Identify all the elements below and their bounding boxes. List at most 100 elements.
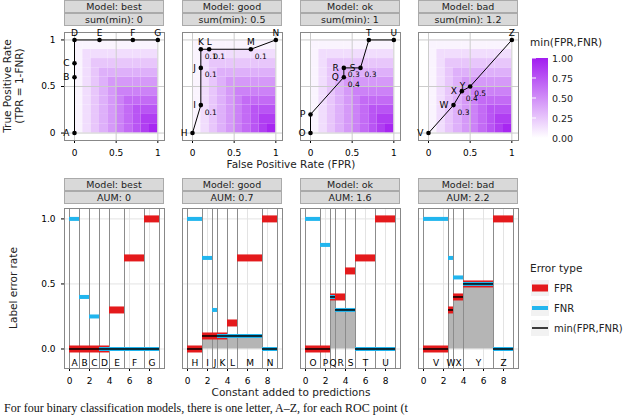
svg-text:1: 1 xyxy=(155,148,161,158)
svg-text:0.5: 0.5 xyxy=(41,279,55,289)
svg-text:0.50: 0.50 xyxy=(552,93,573,104)
svg-text:R: R xyxy=(337,358,343,368)
svg-text:0: 0 xyxy=(426,148,432,158)
svg-text:0.75: 0.75 xyxy=(552,73,573,84)
svg-text:0: 0 xyxy=(421,376,427,386)
svg-text:2: 2 xyxy=(87,376,93,386)
svg-text:4: 4 xyxy=(107,376,113,386)
svg-text:X: X xyxy=(451,86,457,96)
svg-text:O: O xyxy=(309,358,316,368)
svg-text:2: 2 xyxy=(323,376,329,386)
svg-text:0.5: 0.5 xyxy=(109,148,123,158)
svg-text:4: 4 xyxy=(225,376,231,386)
svg-text:B: B xyxy=(63,72,69,82)
svg-text:0.0: 0.0 xyxy=(41,344,56,354)
svg-text:G: G xyxy=(154,28,161,38)
svg-text:0: 0 xyxy=(72,148,78,158)
svg-text:0.4: 0.4 xyxy=(348,80,360,89)
svg-text:6: 6 xyxy=(127,376,133,386)
svg-text:Y: Y xyxy=(459,81,466,91)
svg-text:V: V xyxy=(433,358,440,368)
svg-text:F: F xyxy=(132,358,137,368)
svg-text:D: D xyxy=(101,358,108,368)
svg-text:1: 1 xyxy=(509,148,515,158)
svg-text:G: G xyxy=(149,358,156,368)
svg-text:0.3: 0.3 xyxy=(365,70,377,79)
svg-text:T: T xyxy=(362,358,369,368)
svg-text:0: 0 xyxy=(190,148,196,158)
svg-text:6: 6 xyxy=(481,376,487,386)
svg-text:N: N xyxy=(267,358,274,368)
svg-text:FPR: FPR xyxy=(554,283,573,294)
svg-text:T: T xyxy=(365,28,372,38)
svg-text:I: I xyxy=(206,358,209,368)
svg-text:8: 8 xyxy=(265,376,271,386)
svg-text:A: A xyxy=(71,358,78,368)
svg-text:X: X xyxy=(455,358,461,368)
svg-text:J: J xyxy=(192,63,196,73)
svg-text:1.0: 1.0 xyxy=(41,214,56,224)
svg-text:0: 0 xyxy=(303,376,309,386)
svg-text:A: A xyxy=(63,128,70,138)
svg-text:W: W xyxy=(440,100,449,110)
svg-text:4: 4 xyxy=(461,376,467,386)
svg-text:B: B xyxy=(81,358,87,368)
svg-text:0.5: 0.5 xyxy=(474,89,486,98)
svg-text:0: 0 xyxy=(185,376,191,386)
svg-text:M: M xyxy=(246,358,254,368)
svg-text:W: W xyxy=(447,358,456,368)
svg-text:1: 1 xyxy=(273,148,279,158)
svg-text:Q: Q xyxy=(332,72,339,82)
svg-text:E: E xyxy=(97,28,103,38)
svg-text:0: 0 xyxy=(67,376,73,386)
svg-text:0: 0 xyxy=(50,128,56,138)
svg-text:I: I xyxy=(193,100,196,110)
svg-text:FNR: FNR xyxy=(554,303,574,314)
svg-text:R: R xyxy=(333,63,339,73)
svg-text:6: 6 xyxy=(245,376,251,386)
svg-text:H: H xyxy=(181,128,188,138)
svg-text:V: V xyxy=(417,128,424,138)
svg-text:8: 8 xyxy=(383,376,389,386)
svg-text:S: S xyxy=(348,358,354,368)
svg-text:U: U xyxy=(391,28,398,38)
svg-text:C: C xyxy=(63,58,69,68)
svg-text:min(FPR,FNR): min(FPR,FNR) xyxy=(554,323,623,334)
svg-text:L: L xyxy=(230,358,235,368)
svg-text:0.25: 0.25 xyxy=(552,113,573,124)
svg-text:0.00: 0.00 xyxy=(552,133,573,144)
svg-text:1: 1 xyxy=(50,35,56,45)
svg-text:E: E xyxy=(114,358,120,368)
svg-text:1.00: 1.00 xyxy=(552,53,573,64)
svg-text:F: F xyxy=(130,28,135,38)
svg-text:D: D xyxy=(71,28,78,38)
svg-text:Z: Z xyxy=(509,28,515,38)
svg-text:0.1: 0.1 xyxy=(213,52,225,61)
svg-text:6: 6 xyxy=(363,376,369,386)
svg-text:M: M xyxy=(247,37,255,47)
svg-text:N: N xyxy=(272,28,279,38)
svg-text:0.3: 0.3 xyxy=(458,108,470,117)
svg-text:K: K xyxy=(220,358,227,368)
svg-text:J: J xyxy=(213,358,217,368)
svg-text:U: U xyxy=(382,358,389,368)
svg-text:P: P xyxy=(323,358,329,368)
svg-text:0.5: 0.5 xyxy=(41,81,55,91)
svg-text:0.5: 0.5 xyxy=(227,148,241,158)
svg-text:0.5: 0.5 xyxy=(463,148,477,158)
svg-text:1: 1 xyxy=(391,148,397,158)
svg-text:C: C xyxy=(91,358,97,368)
svg-text:Y: Y xyxy=(475,358,482,368)
svg-text:0.1: 0.1 xyxy=(205,108,217,117)
svg-text:0.3: 0.3 xyxy=(348,70,360,79)
svg-text:Q: Q xyxy=(329,358,336,368)
svg-text:8: 8 xyxy=(501,376,507,386)
svg-text:O: O xyxy=(298,128,305,138)
svg-text:K: K xyxy=(198,37,205,47)
svg-text:H: H xyxy=(192,358,199,368)
svg-text:2: 2 xyxy=(441,376,447,386)
svg-text:8: 8 xyxy=(147,376,153,386)
svg-text:0: 0 xyxy=(308,148,314,158)
svg-text:4: 4 xyxy=(343,376,349,386)
svg-text:0.1: 0.1 xyxy=(255,52,267,61)
